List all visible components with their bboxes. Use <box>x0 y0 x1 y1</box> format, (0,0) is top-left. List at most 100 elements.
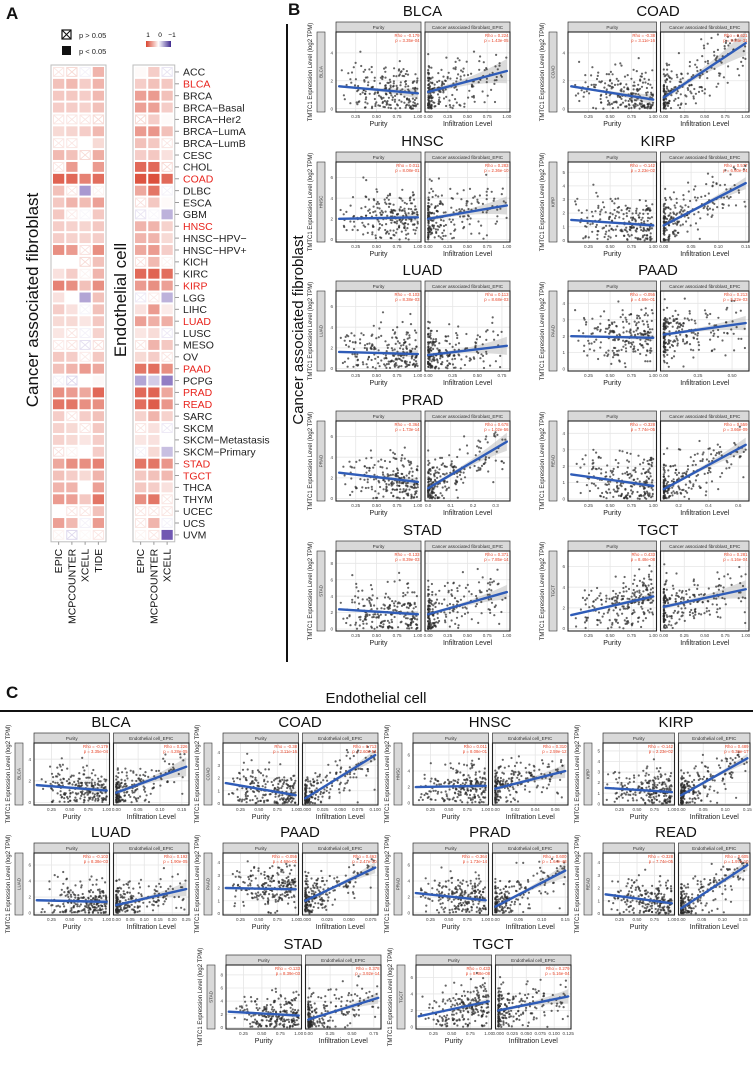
data-point <box>389 103 392 107</box>
data-point <box>411 486 414 489</box>
data-point <box>427 79 430 82</box>
data-point <box>385 486 388 489</box>
data-point <box>396 326 399 329</box>
data-point <box>709 331 713 334</box>
data-point <box>430 179 433 182</box>
data-point <box>622 595 625 598</box>
data-point <box>736 34 740 38</box>
data-point <box>624 487 627 491</box>
data-point <box>490 597 493 601</box>
data-point <box>434 469 437 472</box>
data-point <box>388 366 392 369</box>
data-point <box>436 347 439 350</box>
data-point <box>385 363 388 366</box>
x-axis-label: Infiltration Level <box>443 640 492 647</box>
data-point <box>415 208 418 211</box>
data-point <box>367 223 370 226</box>
data-point <box>416 486 419 489</box>
data-point <box>713 202 716 205</box>
data-point <box>584 603 587 606</box>
x-tick-label: 0.50 <box>700 114 709 119</box>
data-point <box>389 107 393 110</box>
data-point <box>587 85 590 88</box>
heatmap-cell <box>66 245 78 255</box>
data-point <box>479 357 482 360</box>
data-point <box>681 77 684 80</box>
heatmap-cell <box>79 363 91 374</box>
data-point <box>375 337 378 340</box>
regression-line <box>570 85 655 101</box>
data-point <box>712 449 715 452</box>
data-point <box>622 345 625 348</box>
x-tick-label: 0.05 <box>687 244 696 249</box>
x-tick-label: 0.50 <box>606 503 615 508</box>
data-point <box>646 331 649 334</box>
data-point <box>692 337 696 340</box>
data-point <box>452 236 455 239</box>
y-tick-label: 4 <box>330 455 333 460</box>
data-point <box>347 72 350 75</box>
heatmap-cell <box>66 233 78 244</box>
data-point <box>346 365 349 368</box>
data-point <box>622 331 625 334</box>
data-point <box>636 348 640 351</box>
heatmap-cell-nonsignificant <box>161 161 173 172</box>
data-point <box>712 329 715 332</box>
y-tick-label: 2 <box>330 475 333 480</box>
data-point <box>617 79 620 82</box>
data-point <box>379 465 382 468</box>
data-point <box>466 583 469 587</box>
data-point <box>370 626 373 629</box>
legend-sig-label: p < 0.05 <box>79 47 106 56</box>
data-point <box>686 87 689 90</box>
data-point <box>688 84 691 87</box>
data-point <box>407 238 410 241</box>
data-point <box>402 497 405 500</box>
data-point <box>692 485 695 488</box>
data-point <box>665 62 668 65</box>
data-point <box>465 60 468 63</box>
x-tick-label: 0.50 <box>372 114 381 119</box>
data-point <box>617 349 620 352</box>
heatmap-cell <box>148 221 160 232</box>
data-point <box>640 333 643 336</box>
data-point <box>673 350 676 353</box>
strip-label: COAD <box>551 65 556 79</box>
x-tick-label: 0.75 <box>627 503 636 508</box>
data-point <box>663 233 666 236</box>
data-point <box>380 359 383 362</box>
data-point <box>391 354 395 357</box>
data-point <box>396 220 399 223</box>
data-point <box>412 198 416 201</box>
data-point <box>667 365 670 368</box>
regression-line <box>662 181 747 227</box>
row-label: LUSC <box>183 328 211 340</box>
data-point <box>605 597 608 600</box>
rho-label: Rho = -0.328 <box>630 422 656 427</box>
data-point <box>599 213 602 216</box>
data-point <box>592 482 596 485</box>
data-point <box>470 72 473 75</box>
data-point <box>361 221 364 224</box>
data-point <box>627 603 630 606</box>
data-point <box>605 92 608 96</box>
cross-icon <box>92 185 104 196</box>
data-point <box>454 622 457 626</box>
data-point <box>633 320 636 323</box>
data-point <box>402 350 405 353</box>
data-point <box>703 205 706 208</box>
data-point <box>410 626 413 630</box>
data-point <box>580 211 583 214</box>
data-point <box>477 466 480 469</box>
data-point <box>370 71 373 74</box>
heatmap-cell <box>92 351 104 362</box>
heatmap-cell <box>148 67 160 77</box>
data-point <box>633 106 636 109</box>
data-point <box>370 347 373 351</box>
data-point <box>589 223 592 226</box>
data-point <box>452 67 455 70</box>
data-point <box>378 82 382 85</box>
data-point <box>598 619 601 622</box>
plot-border <box>335 420 422 502</box>
data-point <box>365 466 368 469</box>
